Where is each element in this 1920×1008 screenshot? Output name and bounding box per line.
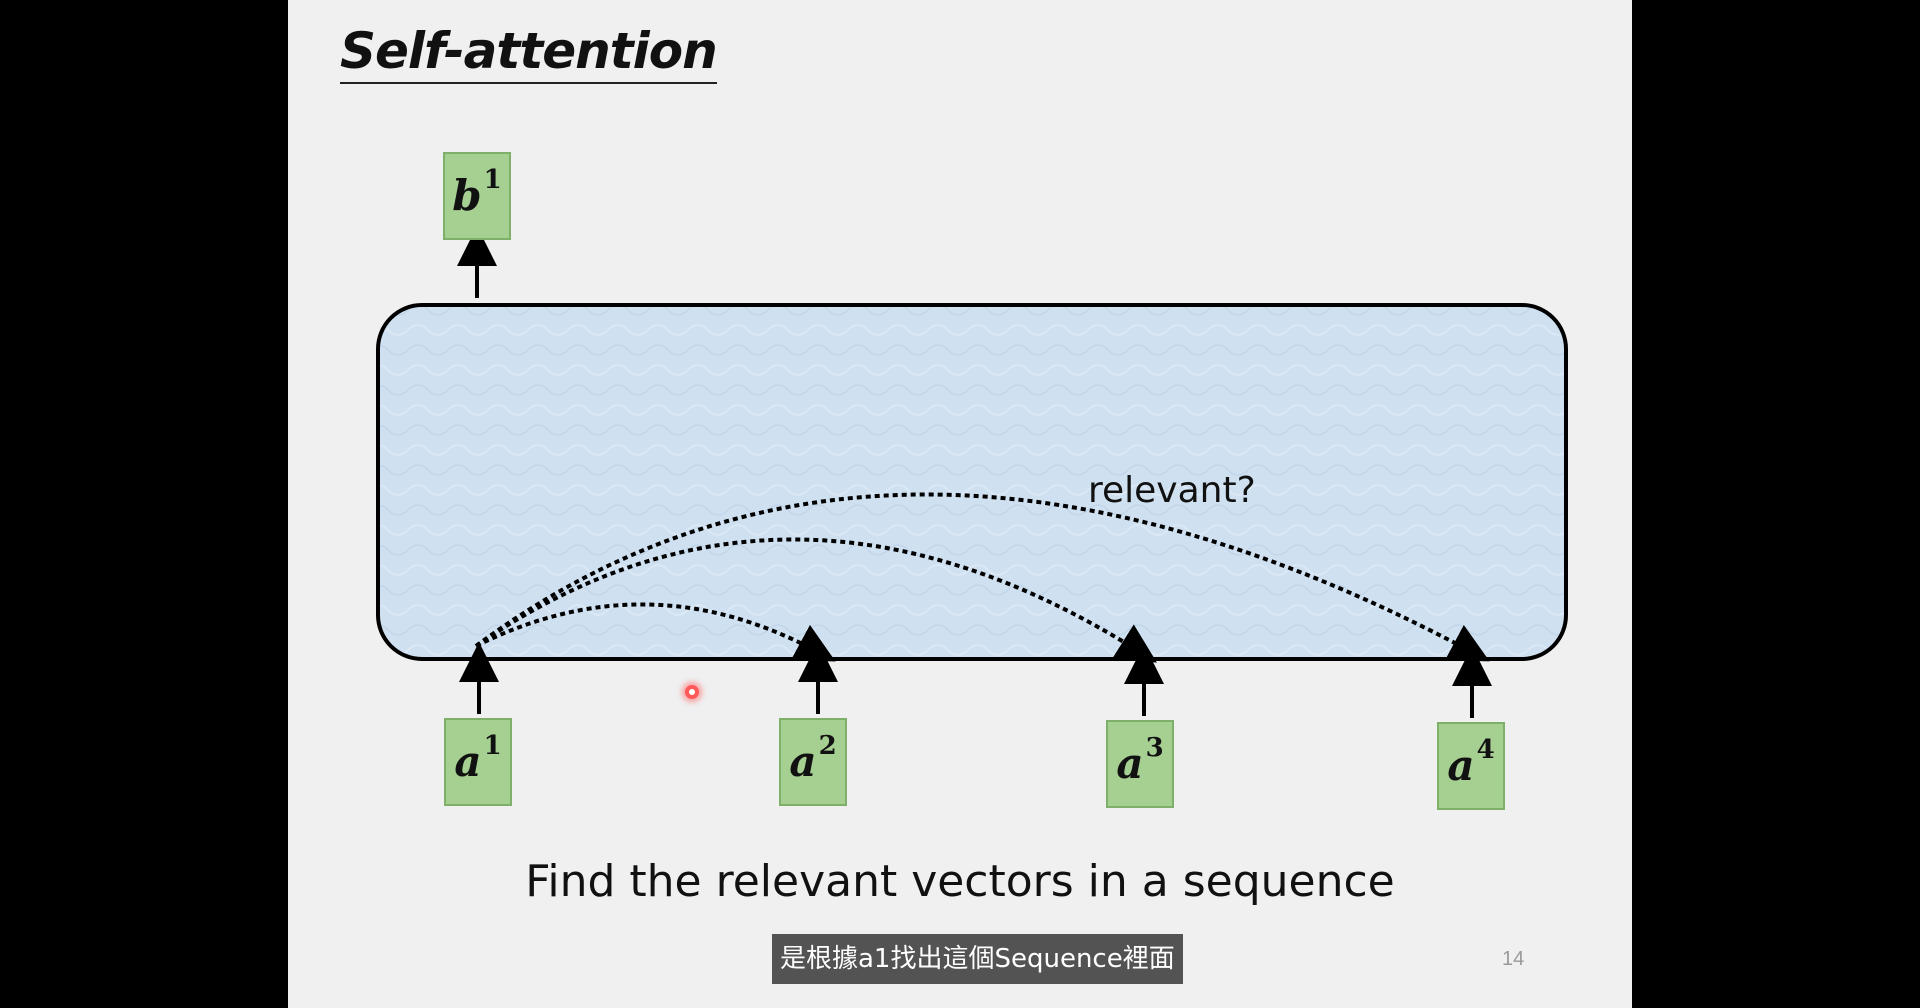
relevance-arc-3 [474, 537, 1157, 663]
relevance-arc-4 [474, 492, 1490, 662]
slide-caption: Find the relevant vectors in a sequence [525, 856, 1395, 907]
video-subtitle: 是根據a1找出這個Sequence裡面 [772, 934, 1183, 984]
self-attention-diagram [376, 226, 1568, 718]
vector-base: b [452, 171, 482, 220]
vector-superscript: 4 [1476, 735, 1495, 765]
vector-superscript: 3 [1145, 733, 1164, 763]
relevant-label: relevant? [1088, 470, 1256, 511]
page-number: 14 [1502, 948, 1525, 970]
vector-superscript: 1 [483, 165, 502, 195]
vector-base: a [789, 737, 817, 786]
self-attention-block [376, 303, 1568, 661]
vector-base: a [1116, 739, 1144, 788]
vector-base: a [454, 737, 482, 786]
relevance-arc-2 [475, 602, 836, 662]
vector-superscript: 1 [483, 731, 502, 761]
vector-superscript: 2 [818, 731, 837, 761]
laser-pointer-icon [685, 685, 699, 699]
slide-title: Self-attention [340, 22, 718, 84]
vector-base: a [1447, 741, 1475, 790]
